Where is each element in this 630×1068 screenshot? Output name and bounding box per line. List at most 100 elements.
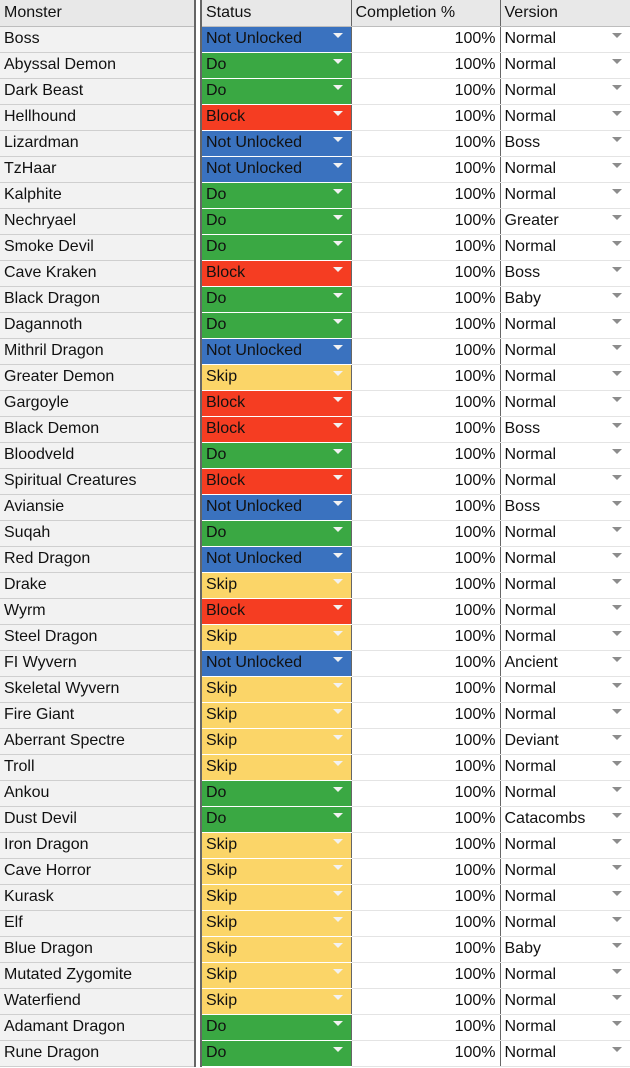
dropdown-arrow-icon[interactable] — [612, 994, 622, 1000]
dropdown-arrow-icon[interactable] — [612, 708, 622, 714]
version-dropdown[interactable]: Normal — [500, 676, 630, 703]
monster-cell[interactable]: Iron Dragon — [0, 832, 196, 859]
header-status[interactable]: Status — [200, 0, 352, 27]
monster-cell[interactable]: Black Dragon — [0, 286, 196, 313]
version-dropdown[interactable]: Catacombs — [500, 806, 630, 833]
completion-cell[interactable]: 100% — [351, 364, 501, 391]
status-dropdown[interactable]: Not Unlocked — [200, 650, 352, 677]
completion-cell[interactable]: 100% — [351, 1014, 501, 1041]
completion-cell[interactable]: 100% — [351, 806, 501, 833]
status-dropdown[interactable]: Skip — [200, 728, 352, 755]
dropdown-arrow-icon[interactable] — [332, 214, 343, 220]
dropdown-arrow-icon[interactable] — [332, 708, 343, 714]
completion-cell[interactable]: 100% — [351, 858, 501, 885]
status-dropdown[interactable]: Do — [200, 806, 352, 833]
version-dropdown[interactable]: Normal — [500, 390, 630, 417]
version-dropdown[interactable]: Normal — [500, 1040, 630, 1067]
status-dropdown[interactable]: Skip — [200, 702, 352, 729]
dropdown-arrow-icon[interactable] — [612, 292, 622, 298]
dropdown-arrow-icon[interactable] — [332, 448, 343, 454]
dropdown-arrow-icon[interactable] — [332, 32, 343, 38]
dropdown-arrow-icon[interactable] — [612, 552, 622, 558]
completion-cell[interactable]: 100% — [351, 234, 501, 261]
monster-cell[interactable]: FI Wyvern — [0, 650, 196, 677]
status-dropdown[interactable]: Not Unlocked — [200, 156, 352, 183]
monster-cell[interactable]: Kalphite — [0, 182, 196, 209]
dropdown-arrow-icon[interactable] — [612, 318, 622, 324]
version-dropdown[interactable]: Baby — [500, 936, 630, 963]
dropdown-arrow-icon[interactable] — [332, 370, 343, 376]
completion-cell[interactable]: 100% — [351, 546, 501, 573]
completion-cell[interactable]: 100% — [351, 130, 501, 157]
status-dropdown[interactable]: Do — [200, 182, 352, 209]
monster-cell[interactable]: Smoke Devil — [0, 234, 196, 261]
version-dropdown[interactable]: Boss — [500, 130, 630, 157]
version-dropdown[interactable]: Normal — [500, 598, 630, 625]
version-dropdown[interactable]: Normal — [500, 234, 630, 261]
completion-cell[interactable]: 100% — [351, 936, 501, 963]
monster-cell[interactable]: Mutated Zygomite — [0, 962, 196, 989]
status-dropdown[interactable]: Do — [200, 286, 352, 313]
completion-cell[interactable]: 100% — [351, 780, 501, 807]
completion-cell[interactable]: 100% — [351, 988, 501, 1015]
dropdown-arrow-icon[interactable] — [612, 1020, 622, 1026]
completion-cell[interactable]: 100% — [351, 962, 501, 989]
dropdown-arrow-icon[interactable] — [612, 448, 622, 454]
dropdown-arrow-icon[interactable] — [332, 838, 343, 844]
monster-cell[interactable]: Cave Horror — [0, 858, 196, 885]
status-dropdown[interactable]: Skip — [200, 754, 352, 781]
status-dropdown[interactable]: Do — [200, 78, 352, 105]
status-dropdown[interactable]: Do — [200, 442, 352, 469]
completion-cell[interactable]: 100% — [351, 728, 501, 755]
status-dropdown[interactable]: Block — [200, 468, 352, 495]
dropdown-arrow-icon[interactable] — [332, 1020, 343, 1026]
version-dropdown[interactable]: Normal — [500, 884, 630, 911]
dropdown-arrow-icon[interactable] — [612, 370, 622, 376]
status-dropdown[interactable]: Skip — [200, 988, 352, 1015]
version-dropdown[interactable]: Normal — [500, 572, 630, 599]
version-dropdown[interactable]: Normal — [500, 962, 630, 989]
dropdown-arrow-icon[interactable] — [332, 266, 343, 272]
status-dropdown[interactable]: Do — [200, 234, 352, 261]
monster-cell[interactable]: Skeletal Wyvern — [0, 676, 196, 703]
version-dropdown[interactable]: Normal — [500, 546, 630, 573]
completion-cell[interactable]: 100% — [351, 156, 501, 183]
version-dropdown[interactable]: Normal — [500, 78, 630, 105]
completion-cell[interactable]: 100% — [351, 312, 501, 339]
dropdown-arrow-icon[interactable] — [332, 474, 343, 480]
dropdown-arrow-icon[interactable] — [612, 760, 622, 766]
status-dropdown[interactable]: Not Unlocked — [200, 26, 352, 53]
status-dropdown[interactable]: Not Unlocked — [200, 130, 352, 157]
completion-cell[interactable]: 100% — [351, 832, 501, 859]
version-dropdown[interactable]: Greater — [500, 208, 630, 235]
dropdown-arrow-icon[interactable] — [332, 318, 343, 324]
header-version[interactable]: Version — [500, 0, 630, 27]
dropdown-arrow-icon[interactable] — [332, 396, 343, 402]
completion-cell[interactable]: 100% — [351, 520, 501, 547]
monster-cell[interactable]: Cave Kraken — [0, 260, 196, 287]
monster-cell[interactable]: TzHaar — [0, 156, 196, 183]
completion-cell[interactable]: 100% — [351, 884, 501, 911]
monster-cell[interactable]: Hellhound — [0, 104, 196, 131]
version-dropdown[interactable]: Normal — [500, 312, 630, 339]
status-dropdown[interactable]: Do — [200, 52, 352, 79]
monster-cell[interactable]: Steel Dragon — [0, 624, 196, 651]
dropdown-arrow-icon[interactable] — [332, 500, 343, 506]
monster-cell[interactable]: Aviansie — [0, 494, 196, 521]
version-dropdown[interactable]: Boss — [500, 260, 630, 287]
completion-cell[interactable]: 100% — [351, 26, 501, 53]
completion-cell[interactable]: 100% — [351, 598, 501, 625]
dropdown-arrow-icon[interactable] — [612, 396, 622, 402]
status-dropdown[interactable]: Do — [200, 312, 352, 339]
version-dropdown[interactable]: Normal — [500, 754, 630, 781]
dropdown-arrow-icon[interactable] — [332, 110, 343, 116]
dropdown-arrow-icon[interactable] — [332, 916, 343, 922]
version-dropdown[interactable]: Normal — [500, 338, 630, 365]
dropdown-arrow-icon[interactable] — [612, 136, 622, 142]
monster-cell[interactable]: Mithril Dragon — [0, 338, 196, 365]
completion-cell[interactable]: 100% — [351, 754, 501, 781]
version-dropdown[interactable]: Normal — [500, 104, 630, 131]
completion-cell[interactable]: 100% — [351, 1040, 501, 1067]
version-dropdown[interactable]: Normal — [500, 182, 630, 209]
dropdown-arrow-icon[interactable] — [612, 214, 622, 220]
